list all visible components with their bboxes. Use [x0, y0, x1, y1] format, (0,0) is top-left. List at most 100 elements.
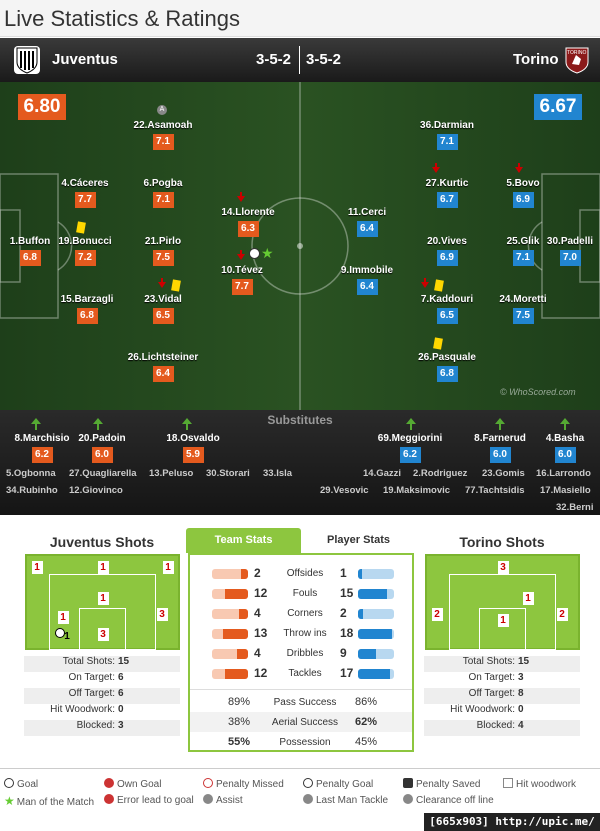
- player-home[interactable]: 26.Lichtsteiner 6.4: [118, 352, 208, 382]
- shot-stat-row: Hit Woodwork: 0: [24, 704, 180, 720]
- home-stat-bar: [212, 589, 248, 599]
- player-rating: 6.8: [76, 308, 98, 324]
- torino-crest-text: TORINO: [567, 50, 587, 56]
- unused-sub: 13.Peluso: [149, 468, 194, 479]
- shot-zone-count: 1: [97, 592, 109, 605]
- player-rating: 7.7: [231, 279, 253, 295]
- stat-label: Tackles: [288, 668, 322, 679]
- tab-player-stats[interactable]: Player Stats: [327, 534, 390, 546]
- player-home[interactable]: 23.Vidal 6.5: [118, 294, 208, 324]
- player-name: 11.Cerci: [347, 207, 387, 218]
- home-stat-value: 4: [254, 646, 261, 660]
- legend-label: Goal: [17, 779, 39, 790]
- stat-label: On Target:: [68, 672, 115, 683]
- player-home[interactable]: 22.Asamoah 7.1: [118, 120, 208, 150]
- subbed-off-icon: [515, 163, 523, 173]
- player-home[interactable]: 19.Bonucci 7.2: [40, 236, 130, 266]
- away-stat-bar: [358, 589, 394, 599]
- unused-sub: 33.Isla: [263, 468, 293, 479]
- pct-stat-row: 89% Pass Success 86%: [190, 692, 412, 712]
- stat-value: 15: [118, 656, 130, 667]
- player-away[interactable]: 27.Kurtic 6.7: [402, 178, 492, 208]
- team-stat-row: 2 Offsides 1: [190, 563, 412, 582]
- player-rating: 7.1: [512, 250, 534, 266]
- player-home[interactable]: 21.Pirlo 7.5: [118, 236, 208, 266]
- player-away[interactable]: 24.Moretti 7.5: [478, 294, 568, 324]
- player-rating: 6.8: [436, 366, 458, 382]
- legend-label: Clearance off line: [416, 795, 494, 806]
- subbed-on-icon: [182, 418, 192, 430]
- player-home[interactable]: 15.Barzagli 6.8: [42, 294, 132, 324]
- shot-zone-count: 1: [522, 592, 534, 605]
- player-away[interactable]: 5.Bovo 6.9: [478, 178, 568, 208]
- player-away[interactable]: 26.Pasquale 6.8: [402, 352, 492, 382]
- whoscored-watermark: © WhoScored.com: [500, 387, 576, 397]
- six-yard-line: [78, 608, 126, 650]
- player-rating: 6.5: [436, 308, 458, 324]
- player-name: 1.Buffon: [9, 236, 51, 247]
- sub-name: 4.Basha: [545, 433, 585, 444]
- sub-rating: 5.9: [182, 447, 204, 463]
- legend-label: Man of the Match: [16, 797, 95, 808]
- player-rating: 7.1: [436, 134, 458, 150]
- player-away[interactable]: 20.Vives 6.9: [402, 236, 492, 266]
- penalty-saved-icon: [403, 778, 413, 788]
- player-away[interactable]: 36.Darmian 7.1: [402, 120, 492, 150]
- player-name: 22.Asamoah: [133, 120, 193, 131]
- man-of-the-match-icon: ★: [4, 794, 15, 808]
- player-rating: 6.3: [237, 221, 259, 237]
- player-home[interactable]: 6.Pogba 7.1: [118, 178, 208, 208]
- page-title: Live Statistics & Ratings: [0, 0, 600, 37]
- team-stat-row: 4 Corners 2: [190, 603, 412, 622]
- subbed-on-icon: [93, 418, 103, 430]
- player-away[interactable]: 9.Immobile 6.4: [322, 265, 412, 295]
- subbed-off-icon: [237, 192, 245, 202]
- player-away[interactable]: 30.Padelli 7.0: [525, 236, 600, 266]
- legend-label: Error lead to goal: [117, 795, 194, 806]
- sub-home[interactable]: 20.Padoin 6.0: [62, 433, 142, 463]
- pct-label: Pass Success: [273, 697, 337, 708]
- penalty-goal-icon: [303, 778, 313, 788]
- goal-icon: [54, 628, 65, 638]
- player-home[interactable]: 14.Llorente 6.3: [203, 207, 293, 237]
- unused-sub: 16.Larrondo: [536, 468, 591, 479]
- player-rating: 6.4: [356, 221, 378, 237]
- stat-value: 15: [518, 656, 530, 667]
- legend-item: ★ Man of the Match: [4, 794, 94, 808]
- sub-away[interactable]: 8.Farnerud 6.0: [460, 433, 540, 463]
- stat-label: Hit Woodwork:: [450, 704, 515, 715]
- sub-rating: 6.0: [91, 447, 113, 463]
- shot-zone-count: 3: [156, 608, 168, 621]
- sub-home[interactable]: 8.Marchisio 6.2: [2, 433, 82, 463]
- player-rating: 7.5: [512, 308, 534, 324]
- player-away[interactable]: 7.Kaddouri 6.5: [402, 294, 492, 324]
- shot-stat-row: Blocked: 4: [424, 720, 580, 736]
- sub-home[interactable]: 18.Osvaldo 5.9: [153, 433, 233, 463]
- sub-away[interactable]: 4.Basha 6.0: [525, 433, 600, 463]
- goal-count: 1: [64, 631, 70, 642]
- stat-value: 8: [518, 688, 524, 699]
- subbed-off-icon: [158, 278, 166, 288]
- player-away[interactable]: 11.Cerci 6.4: [322, 207, 412, 237]
- player-home[interactable]: 1.Buffon 6.8: [0, 236, 75, 266]
- home-pct-value: 38%: [228, 716, 251, 728]
- player-name: 9.Immobile: [340, 265, 394, 276]
- tab-team-stats[interactable]: Team Stats: [186, 528, 301, 553]
- player-name: 21.Pirlo: [144, 236, 182, 247]
- away-shot-map: 3 1 2 1 2: [424, 554, 580, 650]
- player-away[interactable]: 25.Glik 7.1: [478, 236, 568, 266]
- formation-divider: [299, 46, 300, 74]
- sub-away[interactable]: 69.Meggiorini 6.2: [370, 433, 450, 463]
- player-home[interactable]: 4.Cáceres 7.7: [40, 178, 130, 208]
- player-name: 6.Pogba: [143, 178, 183, 189]
- away-pct-value: 62%: [355, 716, 378, 728]
- player-name: 36.Darmian: [420, 120, 474, 131]
- shot-zone-count: 1: [97, 561, 109, 574]
- player-home[interactable]: 10.Tévez 7.7: [197, 265, 287, 295]
- assist-icon: [203, 794, 213, 804]
- error-icon: [104, 794, 114, 804]
- shot-stat-row: On Target: 3: [424, 672, 580, 688]
- away-stat-bar: [358, 569, 394, 579]
- player-rating: 7.5: [152, 250, 174, 266]
- player-rating: 7.1: [152, 192, 174, 208]
